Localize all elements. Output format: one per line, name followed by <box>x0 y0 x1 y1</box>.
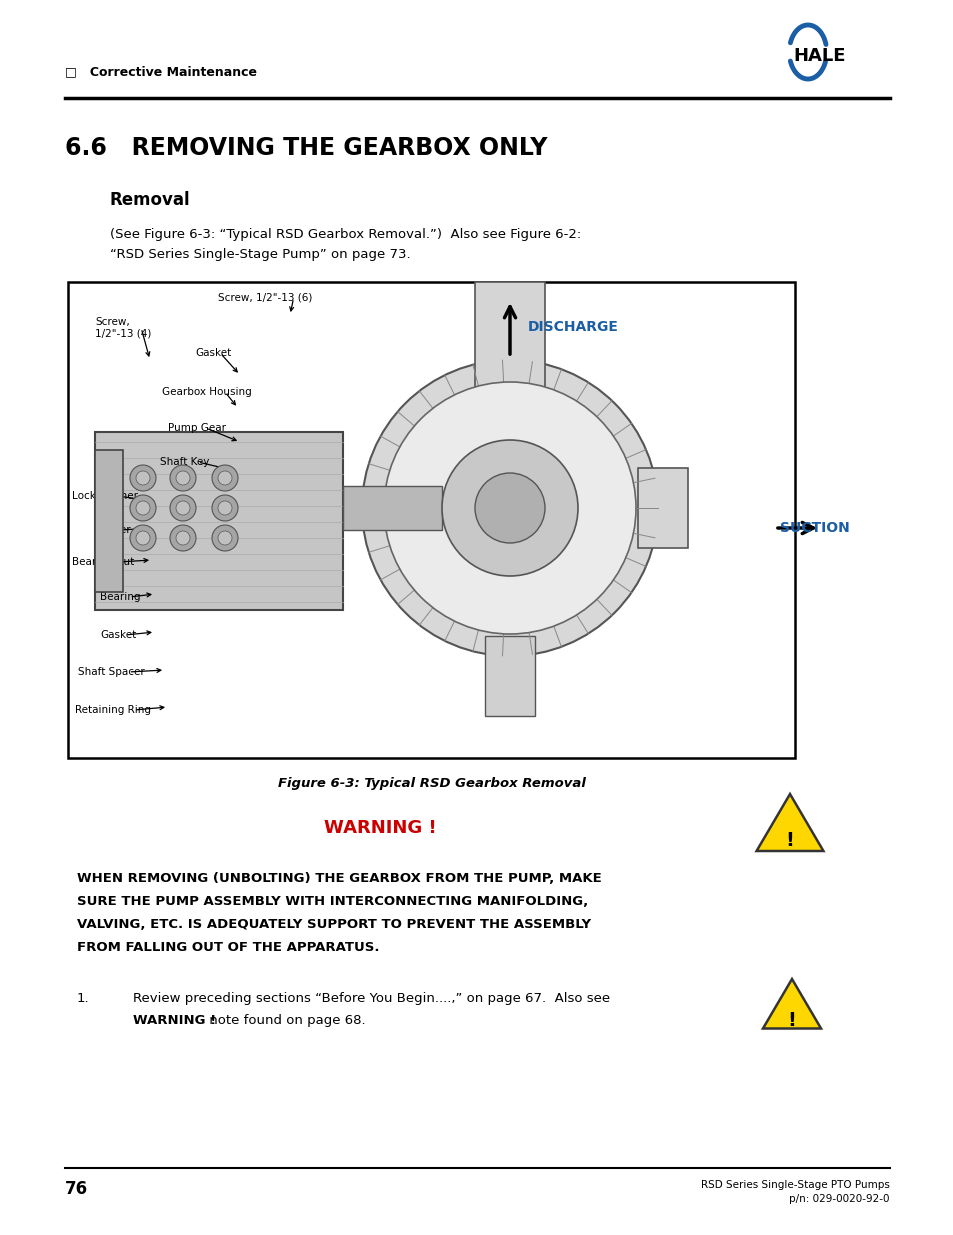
Circle shape <box>175 531 190 545</box>
Text: Bearing: Bearing <box>100 592 140 601</box>
Bar <box>475 282 544 417</box>
Circle shape <box>130 466 156 492</box>
Circle shape <box>441 440 578 576</box>
Circle shape <box>136 501 150 515</box>
Circle shape <box>212 495 237 521</box>
Text: Gearbox Housing: Gearbox Housing <box>162 387 252 396</box>
Text: “RSD Series Single-Stage Pump” on page 73.: “RSD Series Single-Stage Pump” on page 7… <box>110 248 410 261</box>
Text: Lock Washer: Lock Washer <box>71 492 138 501</box>
Bar <box>343 487 441 530</box>
Circle shape <box>136 531 150 545</box>
Text: !: ! <box>784 830 794 850</box>
Text: SUCTION: SUCTION <box>780 521 849 535</box>
Text: Cover: Cover <box>100 525 131 535</box>
Circle shape <box>475 473 544 543</box>
Circle shape <box>170 466 195 492</box>
Text: Pump
Shaft: Pump Shaft <box>472 489 512 517</box>
Text: 1.: 1. <box>77 992 90 1005</box>
Text: VALVING, ETC. IS ADEQUATELY SUPPORT TO PREVENT THE ASSEMBLY: VALVING, ETC. IS ADEQUATELY SUPPORT TO P… <box>77 918 591 931</box>
Text: SURE THE PUMP ASSEMBLY WITH INTERCONNECTING MANIFOLDING,: SURE THE PUMP ASSEMBLY WITH INTERCONNECT… <box>77 895 588 908</box>
Circle shape <box>212 466 237 492</box>
Circle shape <box>175 471 190 485</box>
Bar <box>95 432 343 610</box>
Text: HALE: HALE <box>793 47 845 65</box>
Text: WARNING !: WARNING ! <box>323 819 436 837</box>
Text: WHEN REMOVING (UNBOLTING) THE GEARBOX FROM THE PUMP, MAKE: WHEN REMOVING (UNBOLTING) THE GEARBOX FR… <box>77 872 601 885</box>
Text: 6.6   REMOVING THE GEARBOX ONLY: 6.6 REMOVING THE GEARBOX ONLY <box>65 136 547 161</box>
Circle shape <box>218 501 232 515</box>
Text: WARNING !: WARNING ! <box>132 1014 216 1028</box>
Circle shape <box>170 525 195 551</box>
Text: Shaft Key: Shaft Key <box>160 457 209 467</box>
Text: Removal: Removal <box>110 191 191 209</box>
Text: Figure 6-3: Typical RSD Gearbox Removal: Figure 6-3: Typical RSD Gearbox Removal <box>277 777 585 789</box>
Circle shape <box>170 495 195 521</box>
Text: Shaft Spacer: Shaft Spacer <box>78 667 145 677</box>
Circle shape <box>384 382 636 634</box>
Text: Pump Gear: Pump Gear <box>168 424 226 433</box>
Text: □   Corrective Maintenance: □ Corrective Maintenance <box>65 65 256 79</box>
Text: Screw,
1/2"-13 (4): Screw, 1/2"-13 (4) <box>95 317 152 338</box>
Text: note found on page 68.: note found on page 68. <box>205 1014 365 1028</box>
Text: FROM FALLING OUT OF THE APPARATUS.: FROM FALLING OUT OF THE APPARATUS. <box>77 941 379 953</box>
Text: RSD Series Single-Stage PTO Pumps
p/n: 029-0020-92-0: RSD Series Single-Stage PTO Pumps p/n: 0… <box>700 1179 889 1204</box>
Text: (See Figure 6-3: “Typical RSD Gearbox Removal.”)  Also see Figure 6-2:: (See Figure 6-3: “Typical RSD Gearbox Re… <box>110 228 580 241</box>
Circle shape <box>136 471 150 485</box>
Bar <box>484 636 535 716</box>
Circle shape <box>361 359 658 656</box>
Circle shape <box>175 501 190 515</box>
Circle shape <box>218 471 232 485</box>
Text: !: ! <box>787 1010 796 1030</box>
Text: Gasket: Gasket <box>194 348 231 358</box>
Polygon shape <box>756 794 822 851</box>
Circle shape <box>130 525 156 551</box>
Text: Review preceding sections “Before You Begin....,” on page 67.  Also see: Review preceding sections “Before You Be… <box>132 992 610 1005</box>
Circle shape <box>130 495 156 521</box>
Bar <box>638 468 687 548</box>
Bar <box>95 450 123 592</box>
Text: Gasket: Gasket <box>100 630 136 640</box>
Circle shape <box>218 531 232 545</box>
Polygon shape <box>762 979 821 1029</box>
Text: Bearing Nut: Bearing Nut <box>71 557 134 567</box>
Text: Screw, 1/2"-13 (6): Screw, 1/2"-13 (6) <box>218 293 312 303</box>
Text: Retaining Ring: Retaining Ring <box>75 705 151 715</box>
Circle shape <box>212 525 237 551</box>
Bar <box>68 282 794 758</box>
Text: DISCHARGE: DISCHARGE <box>527 320 618 333</box>
Text: 76: 76 <box>65 1179 88 1198</box>
